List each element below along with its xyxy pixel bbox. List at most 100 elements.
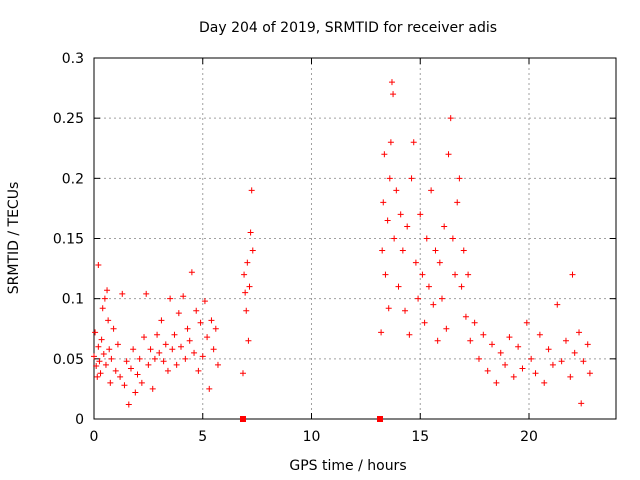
data-point: [381, 151, 388, 158]
data-point: [391, 235, 398, 242]
data-point: [246, 283, 253, 290]
data-point: [123, 358, 130, 365]
data-point: [412, 259, 419, 266]
data-point: [467, 337, 474, 344]
data-point: [127, 365, 134, 372]
data-point: [378, 329, 385, 336]
data-point: [586, 370, 593, 377]
data-point: [417, 211, 424, 218]
y-tick-label: 0.05: [53, 352, 84, 368]
data-point: [162, 341, 169, 348]
data-point: [399, 247, 406, 254]
data-point: [441, 223, 448, 230]
data-point: [175, 310, 182, 317]
data-point: [584, 341, 591, 348]
data-point: [493, 379, 500, 386]
data-point: [243, 307, 250, 314]
data-point: [484, 367, 491, 374]
data-point: [99, 305, 106, 312]
data-point: [145, 361, 152, 368]
x-tick-label: 5: [198, 429, 207, 445]
data-point: [445, 151, 452, 158]
data-point: [510, 373, 517, 380]
data-point: [489, 341, 496, 348]
data-point: [387, 139, 394, 146]
data-point: [475, 355, 482, 362]
data-point: [167, 295, 174, 302]
data-point: [425, 283, 432, 290]
data-point: [180, 293, 187, 300]
data-point: [244, 259, 251, 266]
data-point: [506, 334, 513, 341]
data-point: [580, 358, 587, 365]
data-point: [454, 199, 461, 206]
data-point: [208, 317, 215, 324]
data-point: [480, 331, 487, 338]
data-point: [434, 337, 441, 344]
data-point: [397, 211, 404, 218]
data-point: [384, 217, 391, 224]
data-point: [201, 298, 208, 305]
data-point: [390, 91, 397, 98]
data-point: [206, 385, 213, 392]
data-point: [497, 349, 504, 356]
x-tick-label: 10: [303, 429, 321, 445]
data-point: [138, 379, 145, 386]
data-point: [528, 355, 535, 362]
data-point: [119, 290, 126, 297]
data-point: [199, 353, 206, 360]
data-point: [94, 373, 101, 380]
data-point: [569, 271, 576, 278]
data-point: [108, 355, 115, 362]
data-point: [105, 317, 112, 324]
data-point: [136, 355, 143, 362]
data-point: [241, 271, 248, 278]
data-point: [549, 361, 556, 368]
data-point: [558, 358, 565, 365]
data-point: [249, 247, 256, 254]
data-point: [143, 290, 150, 297]
data-point: [388, 79, 395, 86]
data-point: [421, 319, 428, 326]
data-point: [141, 334, 148, 341]
data-point: [515, 343, 522, 350]
data-point: [242, 289, 249, 296]
data-point: [107, 379, 114, 386]
data-point: [443, 325, 450, 332]
data-point: [536, 331, 543, 338]
data-point: [214, 361, 221, 368]
data-point: [173, 361, 180, 368]
data-point: [125, 401, 132, 408]
data-point: [101, 295, 108, 302]
data-point: [178, 343, 184, 350]
data-point: [406, 331, 413, 338]
data-point: [184, 325, 191, 332]
data-point: [462, 313, 469, 320]
data-point: [385, 305, 392, 312]
data-point: [452, 271, 459, 278]
data-point: [382, 271, 389, 278]
data-point: [239, 370, 246, 377]
data-point: [204, 334, 211, 341]
data-point: [132, 389, 139, 396]
data-point: [465, 271, 472, 278]
data-point: [428, 187, 435, 194]
data-point: [502, 361, 509, 368]
data-point: [430, 301, 437, 308]
data-point: [134, 371, 141, 378]
data-point: [519, 365, 526, 372]
y-tick-label: 0.15: [53, 232, 84, 248]
data-point: [436, 259, 443, 266]
data-point: [380, 199, 387, 206]
data-point: [379, 247, 386, 254]
data-point: [439, 295, 445, 302]
data-point: [171, 331, 178, 338]
data-point: [576, 329, 583, 336]
data-point: [100, 351, 107, 358]
x-tick-label: 15: [411, 429, 429, 445]
data-point: [151, 355, 158, 362]
data-point: [245, 337, 252, 344]
y-tick-label: 0.1: [62, 292, 84, 308]
data-point: [130, 346, 137, 353]
